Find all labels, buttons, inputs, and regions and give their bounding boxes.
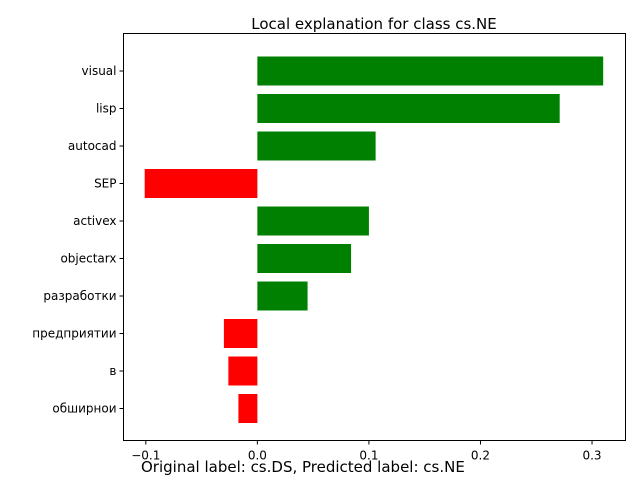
x-axis-ticks: −0.1 0.0 0.1 0.2 0.3 bbox=[131, 440, 602, 463]
bar-2 bbox=[257, 94, 560, 123]
y-tick-label: autocad bbox=[68, 139, 117, 153]
y-tick-label: предприятии bbox=[32, 327, 116, 341]
x-tick-label: 0.1 bbox=[359, 449, 378, 463]
x-tick-label: −0.1 bbox=[131, 449, 160, 463]
chart-title: Local explanation for class cs.NE bbox=[251, 15, 497, 33]
y-tick-label: обширнои bbox=[52, 402, 116, 416]
plot-frame bbox=[123, 33, 626, 441]
caption: Original label: cs.DS, Predicted label: … bbox=[141, 458, 465, 476]
bar-9 bbox=[228, 356, 258, 386]
bar-1 bbox=[257, 56, 604, 86]
bar-8 bbox=[223, 319, 258, 348]
bar-6 bbox=[257, 244, 352, 273]
y-tick-label: activex bbox=[73, 214, 116, 228]
x-tick-label: 0.2 bbox=[471, 449, 490, 463]
x-tick-label: 0.0 bbox=[248, 449, 267, 463]
bars-group bbox=[144, 56, 604, 423]
bar-7 bbox=[257, 281, 308, 311]
bar-5 bbox=[257, 206, 369, 236]
y-tick-label: visual bbox=[82, 64, 117, 78]
x-tick-label: 0.3 bbox=[582, 449, 601, 463]
y-tick-label: в bbox=[109, 364, 116, 378]
y-tick-label: lisp bbox=[96, 102, 117, 116]
bar-10 bbox=[238, 394, 258, 423]
bar-4 bbox=[144, 169, 258, 198]
y-axis-ticks: visual lisp autocad SEP activex objectarx разр… bbox=[32, 64, 124, 416]
y-tick-label: objectarx bbox=[60, 252, 116, 266]
y-tick-label: SEP bbox=[94, 177, 116, 191]
bar-3 bbox=[257, 131, 376, 161]
y-tick-label: разработки bbox=[43, 289, 116, 303]
